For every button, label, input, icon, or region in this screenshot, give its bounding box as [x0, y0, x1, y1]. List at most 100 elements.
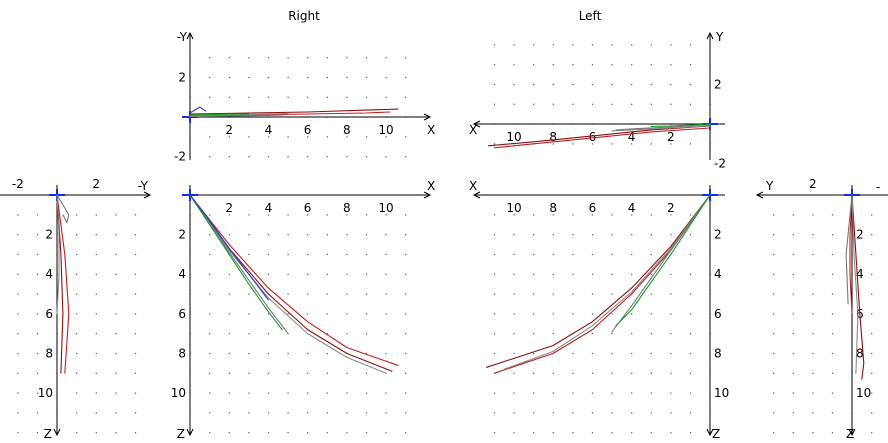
x-tick-label: 2 [809, 177, 817, 191]
y-tick-label: 4 [856, 267, 864, 281]
grid-dot [76, 313, 78, 315]
grid-dot [513, 64, 515, 66]
grid-dot [689, 333, 692, 335]
grid-dot [871, 372, 873, 374]
grid-dot [76, 273, 78, 275]
grid-dot [631, 64, 633, 66]
grid-dot [792, 273, 794, 275]
grid-dot [611, 253, 613, 256]
y-tick-label: 10 [171, 386, 186, 400]
grid-dot [552, 273, 554, 275]
grid-dot [346, 214, 348, 216]
x-tick-label: 2 [667, 201, 675, 215]
grid-dot [346, 392, 348, 394]
grid-dot [812, 392, 814, 394]
grid-dot [287, 57, 289, 59]
grid-dot [115, 253, 117, 256]
grid-dots [189, 57, 407, 158]
grid-dot [650, 143, 652, 145]
grid-dot [267, 234, 270, 236]
grid-dot [385, 57, 387, 59]
grid-dot [248, 333, 250, 335]
grid-dot [773, 313, 775, 315]
grid-dot [650, 83, 652, 86]
grid-dot [385, 253, 387, 256]
grid-dot [36, 234, 39, 236]
grid-dot [812, 214, 814, 216]
grid-dot [572, 352, 574, 355]
grid-dot [670, 333, 672, 335]
grid-dot [611, 293, 613, 295]
grid-dot [248, 412, 250, 414]
grid-dot [346, 432, 348, 434]
grid-dot [611, 273, 613, 275]
x-tick-label: 6 [304, 123, 312, 137]
grid-dot [631, 253, 633, 256]
grid-dot [513, 313, 515, 315]
grid-dot [228, 372, 230, 374]
grid-dot [248, 432, 250, 434]
y-tick-label: 2 [178, 228, 186, 242]
grid-dot [831, 372, 834, 374]
grid-dot [95, 313, 97, 315]
grid-dot [670, 412, 672, 414]
grid-dot [385, 352, 387, 355]
grid-dot [493, 313, 496, 315]
grid-dot [307, 253, 309, 256]
grid-dot [95, 352, 97, 355]
grid-dot [248, 372, 250, 374]
grid-dot [326, 156, 328, 158]
grid-dot [365, 156, 368, 158]
grid-dot [346, 234, 348, 236]
grid-dot [792, 432, 794, 434]
grid-dot [871, 313, 873, 315]
grid-dot [650, 392, 652, 394]
grid-dot [552, 412, 554, 414]
grid-dot [533, 313, 535, 315]
y-axis-arrow [53, 428, 61, 437]
grid-dot [812, 273, 814, 275]
grid-dot [95, 412, 97, 414]
grid-dot [611, 103, 613, 105]
grid-dot [831, 412, 834, 414]
grid-dot [228, 352, 230, 355]
x-axis-label: X [427, 123, 435, 137]
grid-dot [650, 313, 652, 315]
grid-dot [405, 136, 407, 138]
grid-dot [326, 412, 328, 414]
trial-series-line [849, 194, 853, 315]
y-tick-label: 10 [856, 386, 871, 400]
grid-dot [248, 253, 250, 256]
grid-dot [267, 57, 270, 59]
grid-dot [365, 57, 368, 59]
grid-dot [267, 352, 270, 355]
grid-dot [533, 293, 535, 295]
grid-dot [591, 333, 594, 335]
grid-dot [287, 234, 289, 236]
grid-dot [650, 333, 652, 335]
trial-series-line [845, 194, 853, 305]
grid-dot [209, 432, 211, 434]
grid-dot [812, 372, 814, 374]
grid-dot [591, 143, 594, 145]
trial-series-line [851, 194, 865, 380]
grid-dot [493, 392, 496, 394]
grid-dot [36, 352, 39, 355]
grid-dot [513, 214, 515, 216]
grid-dot [773, 234, 775, 236]
grid-dot [326, 96, 328, 98]
grid-dot [611, 352, 613, 355]
grid-dot [17, 432, 19, 434]
grid-dot [134, 313, 137, 315]
grid-dot [572, 214, 574, 216]
grid-dot [385, 333, 387, 335]
grid-dot [248, 392, 250, 394]
grid-dot [689, 392, 692, 394]
grid-dot [209, 372, 211, 374]
grid-dot [871, 432, 873, 434]
grid-dot [552, 64, 554, 66]
grid-dot [134, 432, 137, 434]
grid-dots [493, 44, 711, 145]
grid-dot [405, 76, 407, 79]
grid-dot [134, 214, 137, 216]
